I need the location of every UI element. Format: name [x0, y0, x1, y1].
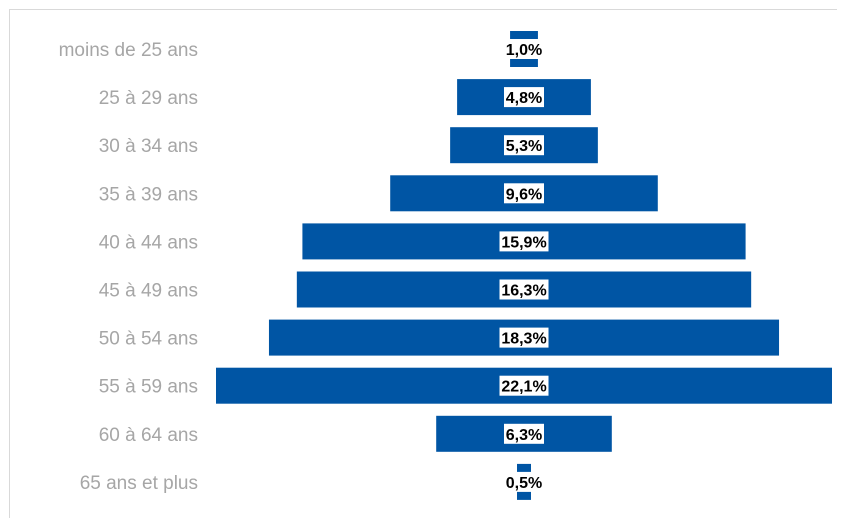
category-label: 50 à 54 ans	[99, 329, 198, 350]
data-label-background	[504, 87, 544, 108]
data-label: 9,6%	[506, 186, 542, 203]
data-label: 15,9%	[501, 234, 546, 251]
data-label: 18,3%	[501, 331, 546, 348]
category-label: 40 à 44 ans	[99, 232, 198, 253]
data-label-background	[499, 231, 549, 252]
category-label: 25 à 29 ans	[99, 88, 198, 109]
category-label: 65 ans et plus	[80, 473, 198, 494]
data-label-background	[504, 183, 544, 204]
data-label-background	[504, 471, 544, 492]
data-label-background	[504, 39, 544, 59]
chart-frame	[9, 9, 837, 518]
data-label: 16,3%	[501, 283, 546, 300]
category-label: 60 à 64 ans	[99, 425, 198, 446]
data-label: 0,5%	[506, 475, 542, 492]
category-label: moins de 25 ans	[59, 40, 198, 61]
data-label: 1,0%	[506, 42, 542, 59]
category-label: 35 à 39 ans	[99, 184, 198, 205]
data-label-background	[504, 423, 544, 444]
data-label: 5,3%	[506, 138, 542, 155]
data-label-background	[499, 279, 549, 300]
data-label: 22,1%	[501, 379, 546, 396]
category-label: 30 à 34 ans	[99, 136, 198, 157]
category-label: 55 à 59 ans	[99, 377, 198, 398]
data-label-background	[499, 375, 549, 396]
data-label-background	[499, 327, 549, 348]
data-label: 4,8%	[506, 90, 542, 107]
category-label: 45 à 49 ans	[99, 281, 198, 302]
data-label-background	[504, 135, 544, 156]
data-label: 6,3%	[506, 427, 542, 444]
